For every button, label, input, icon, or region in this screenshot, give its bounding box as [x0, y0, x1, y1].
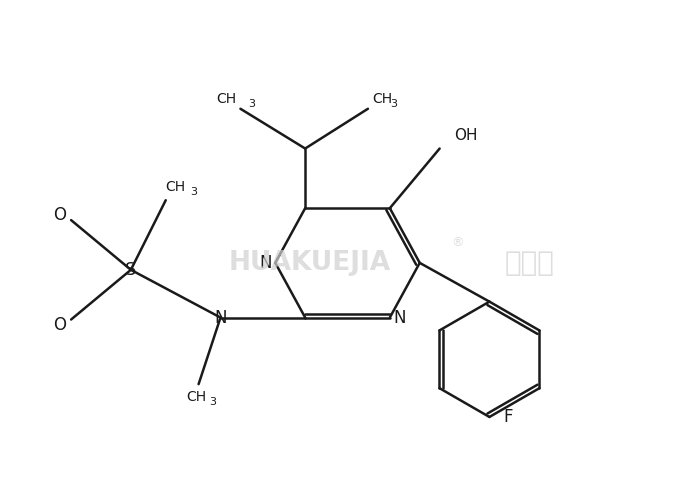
Text: 3: 3 [248, 99, 255, 109]
Text: CH: CH [187, 390, 207, 404]
Text: N: N [214, 308, 227, 327]
Text: O: O [53, 206, 65, 224]
Text: HUAKUEJIA: HUAKUEJIA [229, 250, 391, 276]
Text: 化学加: 化学加 [505, 249, 554, 277]
Text: N: N [393, 308, 406, 327]
Text: 3: 3 [209, 397, 216, 407]
Text: S: S [125, 261, 136, 279]
Text: O: O [53, 316, 65, 333]
Text: OH: OH [454, 128, 478, 143]
Text: CH: CH [216, 92, 237, 106]
Text: ®: ® [451, 237, 464, 250]
Text: CH: CH [166, 180, 186, 194]
Text: F: F [503, 408, 513, 426]
Text: 3: 3 [190, 187, 197, 197]
Text: N: N [259, 254, 271, 272]
Text: CH: CH [372, 92, 392, 106]
Text: 3: 3 [390, 99, 397, 109]
